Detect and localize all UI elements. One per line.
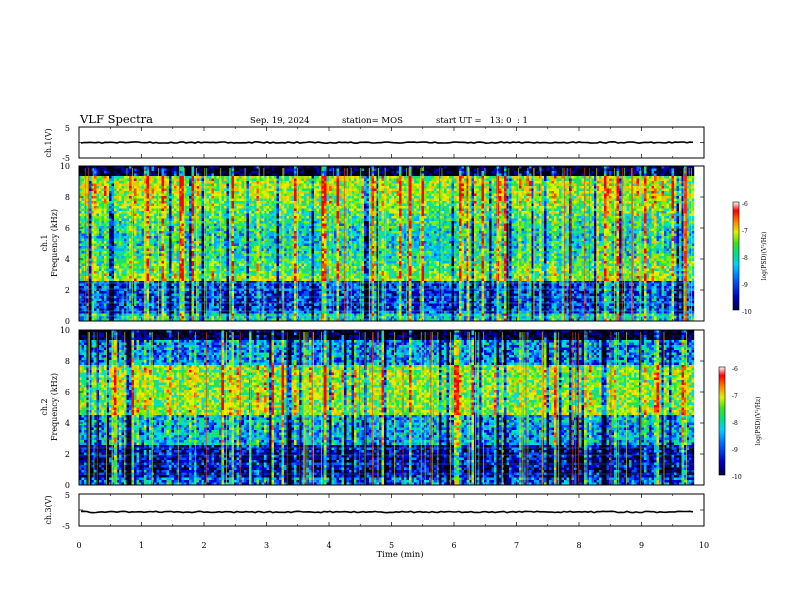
ch2-spec-ytick-6: 6	[65, 388, 70, 397]
ch2-spec-ytick-0: 0	[65, 481, 70, 490]
ch1-spec-ytick-10: 10	[60, 162, 70, 171]
x-tick-label-0: 0	[76, 541, 81, 550]
ch2-cbar-label: log(PSD)(V²/Hz)	[755, 397, 762, 446]
x-axis-tick-labels: 0 1 2 3 4 5 6 7 8 9 10	[76, 541, 709, 550]
ch2-spec-ytick-10: 10	[60, 326, 70, 335]
ch1-cbar-tick-10: -10	[742, 309, 752, 316]
x-tick-label-8: 8	[576, 541, 581, 550]
ch1-cbar-tick-7: -7	[742, 228, 748, 235]
ch1-spec-ytick-2: 2	[65, 286, 70, 295]
ch1-spec-ylabel-channel: ch.1	[40, 234, 49, 251]
figure-title: VLF Spectra	[79, 112, 153, 126]
ch1-spectrogram-panel: 0 2 4 6 8 10 ch.1 Frequency (kHz)	[40, 162, 704, 326]
ch2-cbar-tick-9: -9	[732, 447, 738, 454]
x-tick-label-4: 4	[326, 541, 331, 550]
ch1-wave-ylabel: ch.1(V)	[44, 128, 53, 157]
ch2-spec-ytick-2: 2	[65, 450, 70, 459]
x-tick-label-3: 3	[264, 541, 269, 550]
ch3-wave-ytick-top: 5	[65, 491, 70, 500]
ch3-wave-ytick-bottom: -5	[62, 522, 70, 531]
ch1-cbar-tick-6: -6	[742, 201, 748, 208]
ch1-spec-ytick-8: 8	[65, 193, 70, 202]
ch2-cbar-tick-7: -7	[732, 393, 738, 400]
ch1-cbar-tick-8: -8	[742, 255, 748, 262]
ch1-spec-ytick-6: 6	[65, 224, 70, 233]
start-time-label: start UT = 13: 0 : 1	[436, 116, 528, 126]
date-label: Sep. 19, 2024	[250, 116, 310, 126]
x-tick-label-1: 1	[139, 541, 144, 550]
ch1-spec-ytick-4: 4	[65, 255, 70, 264]
ch1-spec-ylabel-frequency: Frequency (kHz)	[50, 209, 59, 277]
ch2-spec-ylabel-frequency: Frequency (kHz)	[50, 373, 59, 441]
ch2-colorbar: -6 -7 -8 -9 -10 log(PSD)(V²/Hz)	[719, 366, 762, 481]
station-label: station= MOS	[342, 116, 403, 126]
ch1-wave-ytick-top: 5	[65, 124, 70, 133]
x-tick-label-5: 5	[389, 541, 394, 550]
x-tick-label-10: 10	[699, 541, 709, 550]
ch1-waveform-panel: 5 -5 ch.1(V)	[44, 124, 704, 163]
x-axis-label: Time (min)	[376, 549, 423, 560]
ch2-spec-ytick-4: 4	[65, 419, 70, 428]
ch2-spectrogram-panel: 0 2 4 6 8 10 ch.2 Frequency (kHz)	[40, 326, 704, 490]
ch2-cbar-tick-10: -10	[732, 474, 742, 481]
ch2-cbar-tick-8: -8	[732, 420, 738, 427]
ch1-colorbar: -6 -7 -8 -9 -10 log(PSD)(V²/Hz)	[733, 201, 768, 316]
ch1-cbar-label: log(PSD)(V²/Hz)	[761, 232, 768, 281]
x-tick-label-6: 6	[451, 541, 456, 550]
ch2-cbar-tick-6: -6	[732, 366, 738, 373]
x-tick-label-7: 7	[514, 541, 519, 550]
ch1-cbar-tick-9: -9	[742, 282, 748, 289]
ch3-wave-ylabel: ch.3(V)	[44, 495, 53, 524]
ch1-spec-ytick-0: 0	[65, 317, 70, 326]
ch2-spec-ylabel-channel: ch.2	[40, 398, 49, 415]
ch3-waveform-panel: 5 -5 ch.3(V)	[44, 491, 704, 531]
x-tick-label-9: 9	[639, 541, 644, 550]
x-tick-label-2: 2	[201, 541, 206, 550]
ch2-spec-ytick-8: 8	[65, 357, 70, 366]
